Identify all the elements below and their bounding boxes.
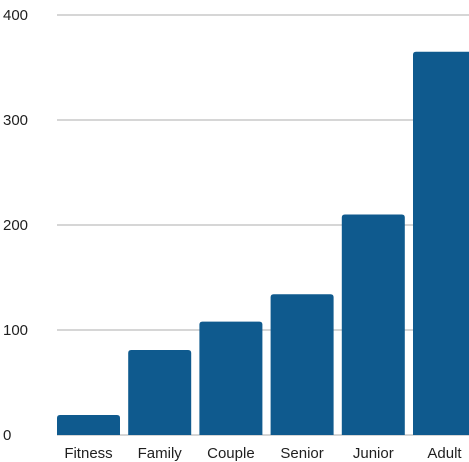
x-category-label: Family bbox=[138, 445, 183, 462]
y-axis-ticks: 0 100 200 300 400 bbox=[3, 7, 28, 444]
y-tick-label: 200 bbox=[3, 217, 28, 234]
bar-family bbox=[128, 349, 192, 435]
bar-fitness bbox=[57, 415, 120, 435]
grid-lines bbox=[57, 14, 469, 436]
x-category-label: Junior bbox=[353, 445, 394, 462]
bars bbox=[57, 51, 469, 435]
y-tick-label: 100 bbox=[3, 322, 28, 339]
bar-couple bbox=[199, 321, 263, 435]
bar-senior bbox=[270, 294, 334, 435]
y-tick-label: 0 bbox=[3, 427, 11, 444]
bar-adult bbox=[413, 51, 469, 435]
y-tick-label: 400 bbox=[3, 7, 28, 24]
y-tick-label: 300 bbox=[3, 112, 28, 129]
x-category-label: Fitness bbox=[64, 445, 112, 462]
x-axis-categories: Fitness Family Couple Senior Junior Adult bbox=[64, 445, 462, 462]
x-category-label: Couple bbox=[207, 445, 255, 462]
x-category-label: Adult bbox=[427, 445, 462, 462]
bar-junior bbox=[341, 214, 405, 435]
x-category-label: Senior bbox=[280, 445, 323, 462]
